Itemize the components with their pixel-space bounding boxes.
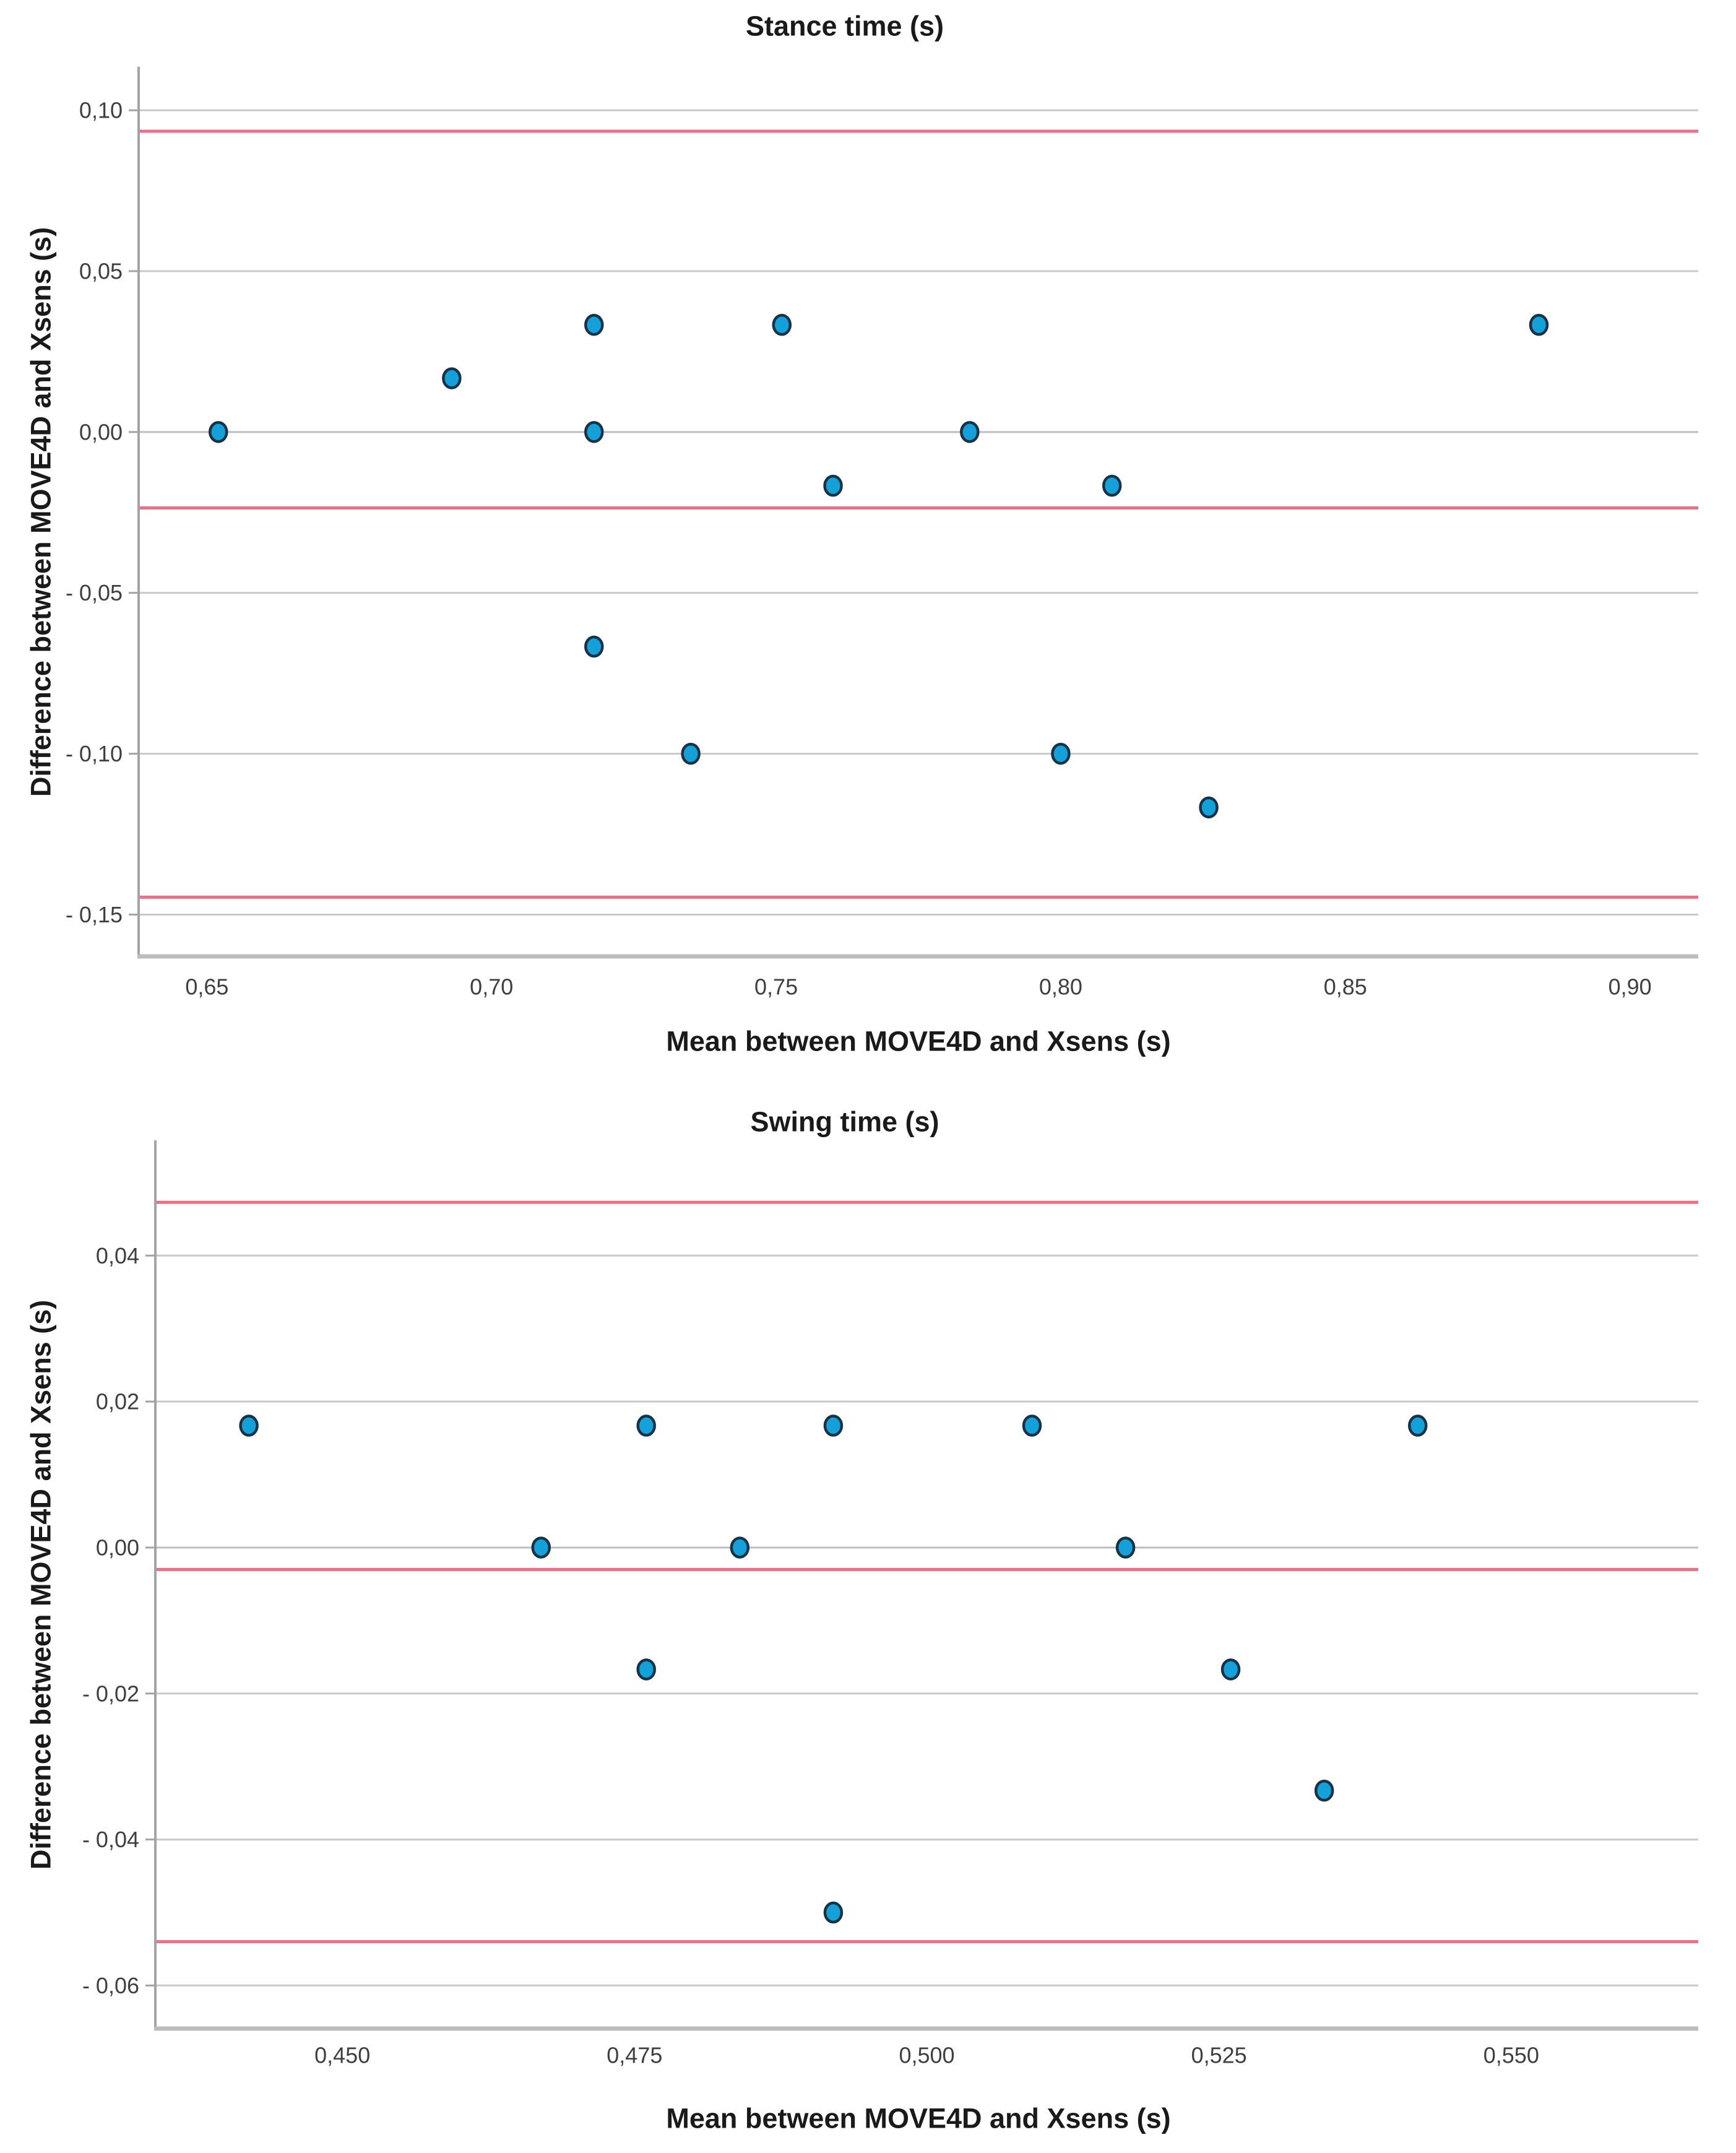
data-point xyxy=(531,1536,551,1559)
y-tick-label: 0,00 xyxy=(96,1535,139,1560)
data-point xyxy=(960,421,980,443)
y-tick-label: 0,00 xyxy=(79,419,123,444)
data-point xyxy=(636,1414,656,1437)
data-point xyxy=(442,367,462,389)
y-axis-title: Difference between MOVE4D and Xsens (s) xyxy=(25,1300,57,1869)
data-point xyxy=(1199,796,1219,819)
x-tick-label: 0,75 xyxy=(754,974,798,1000)
data-point xyxy=(1220,1658,1241,1681)
x-tick-label: 0,450 xyxy=(314,2043,370,2068)
swing-time-chart: 0,04 0,02 0,00 - 0,02 - 0,04 - 0,06 0,450 0,475… xyxy=(25,1106,1698,2134)
y-tick-label: 0,02 xyxy=(96,1389,139,1414)
data-point xyxy=(681,742,701,765)
y-tick-label: - 0,15 xyxy=(66,902,123,927)
stance-time-chart: 0,10 0,05 0,00 - 0,05 - 0,10 - 0,15 0,65 0,70 0,… xyxy=(25,11,1698,1057)
x-axis-title: Mean between MOVE4D and Xsens (s) xyxy=(666,1026,1170,1057)
y-tick-label: - 0,04 xyxy=(82,1827,139,1852)
y-tick-label: 0,10 xyxy=(79,98,123,123)
data-point xyxy=(1022,1414,1042,1437)
x-tick-label: 0,475 xyxy=(607,2043,662,2068)
y-tick-label: - 0,06 xyxy=(82,1973,139,1998)
x-tick-label: 0,65 xyxy=(185,974,228,1000)
y-tick-label: 0,05 xyxy=(79,259,123,284)
data-point xyxy=(823,1414,844,1437)
data-point xyxy=(1051,742,1071,765)
x-tick-label: 0,550 xyxy=(1483,2043,1539,2068)
data-point xyxy=(730,1536,750,1559)
x-tick-label: 0,70 xyxy=(470,974,513,1000)
data-point xyxy=(1529,314,1549,336)
y-tick-label: 0,04 xyxy=(96,1243,139,1268)
data-point xyxy=(1407,1414,1428,1437)
data-point xyxy=(1102,474,1122,497)
data-point xyxy=(1115,1536,1136,1559)
x-tick-label: 0,80 xyxy=(1039,974,1082,1000)
y-tick-label: - 0,10 xyxy=(66,741,123,766)
y-tick-label: - 0,02 xyxy=(82,1681,139,1706)
chart-title: Swing time (s) xyxy=(750,1106,939,1138)
data-point xyxy=(584,421,604,443)
data-point xyxy=(584,314,604,336)
x-tick-label: 0,90 xyxy=(1609,974,1652,1000)
y-axis-title: Difference between MOVE4D and Xsens (s) xyxy=(25,227,57,797)
data-point xyxy=(772,314,792,336)
x-tick-label: 0,525 xyxy=(1191,2043,1247,2068)
data-point xyxy=(823,1901,844,1924)
x-tick-label: 0,500 xyxy=(899,2043,954,2068)
data-point xyxy=(209,421,228,443)
data-point xyxy=(636,1658,656,1681)
y-tick-label: - 0,05 xyxy=(66,580,123,605)
data-point xyxy=(823,474,843,497)
data-point xyxy=(1314,1779,1334,1802)
x-tick-label: 0,85 xyxy=(1324,974,1367,1000)
data-point xyxy=(239,1414,259,1437)
x-axis-title: Mean between MOVE4D and Xsens (s) xyxy=(666,2103,1170,2134)
chart-title: Stance time (s) xyxy=(746,11,944,42)
data-point xyxy=(584,635,604,658)
